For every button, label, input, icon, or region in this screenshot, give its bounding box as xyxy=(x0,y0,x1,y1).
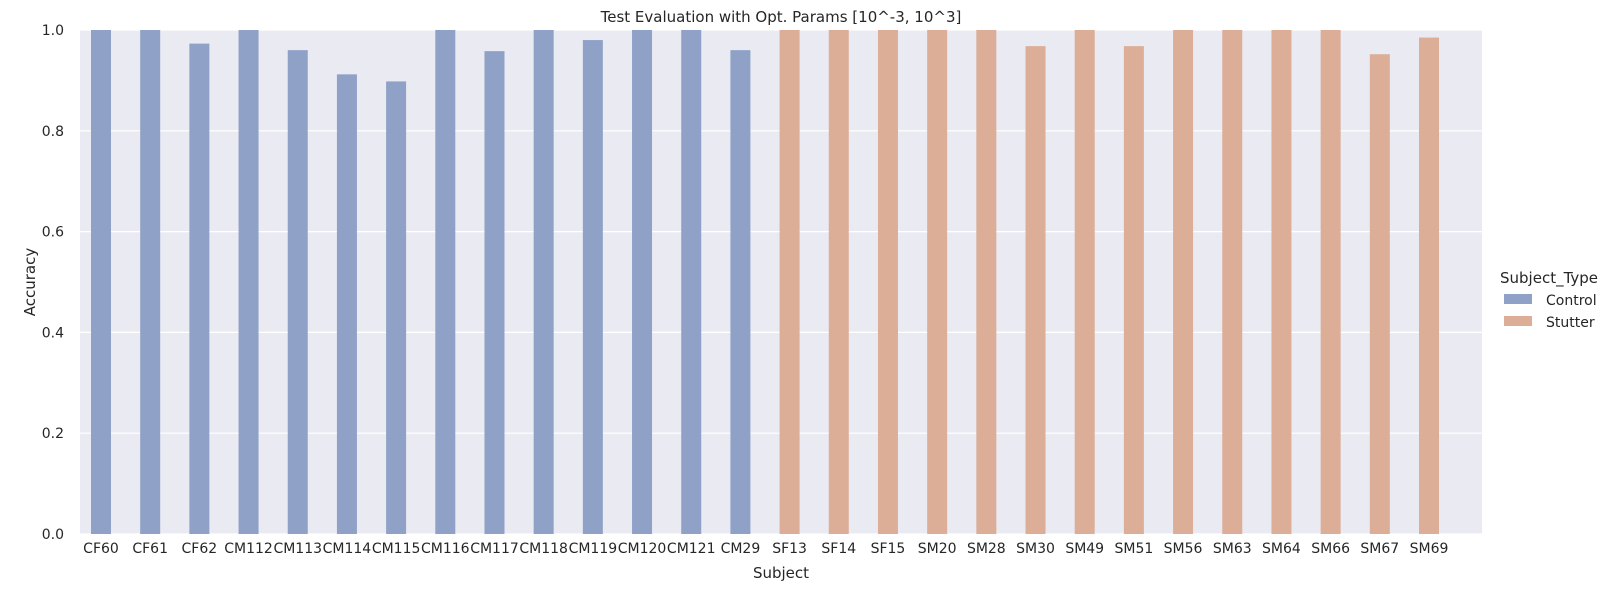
bar-control-cm114 xyxy=(336,74,357,535)
x-tick-label: CF62 xyxy=(182,541,218,557)
y-tick-label: 0.0 xyxy=(42,527,64,543)
x-tick-label: CM121 xyxy=(667,541,716,557)
bar-stutter-sm20 xyxy=(927,30,948,534)
y-tick-label: 1.0 xyxy=(42,23,64,39)
x-tick-label: SM49 xyxy=(1065,541,1104,557)
legend-label-control: Control xyxy=(1546,293,1597,309)
x-tick-label: SM56 xyxy=(1164,541,1203,557)
bar-stutter-sm69 xyxy=(1419,37,1439,535)
legend: Subject_Type Control Stutter xyxy=(1500,269,1598,331)
bar-stutter-sm28 xyxy=(976,30,997,534)
bar-stutter-sm63 xyxy=(1222,30,1243,534)
bar-stutter-sm51 xyxy=(1123,46,1144,535)
x-tick-label: CF61 xyxy=(132,541,168,557)
legend-title: Subject_Type xyxy=(1500,269,1598,288)
bar-control-cf60 xyxy=(91,30,111,534)
bars xyxy=(91,30,1439,535)
x-tick-label: CM118 xyxy=(519,541,568,557)
x-tick-label: CM115 xyxy=(372,541,421,557)
x-tick-label: SF13 xyxy=(772,541,807,557)
bar-stutter-sm49 xyxy=(1074,30,1095,534)
legend-label-stutter: Stutter xyxy=(1546,315,1595,331)
bar-control-cm115 xyxy=(386,81,407,535)
x-tick-label: CF60 xyxy=(83,541,119,557)
bar-stutter-sf14 xyxy=(828,30,849,534)
x-tick-label: SF15 xyxy=(871,541,906,557)
bar-control-cm113 xyxy=(287,50,308,534)
x-tick-label: CM112 xyxy=(224,541,273,557)
bar-stutter-sm66 xyxy=(1320,30,1341,534)
x-tick-label: SM64 xyxy=(1262,541,1301,557)
x-tick-label: CM117 xyxy=(470,541,519,557)
x-tick-label: CM113 xyxy=(273,541,322,557)
legend-swatch-control xyxy=(1504,294,1532,304)
bar-control-cm29 xyxy=(730,50,751,534)
y-tick-label: 0.2 xyxy=(42,426,64,442)
x-tick-label: SM30 xyxy=(1016,541,1055,557)
x-tick-label: SM63 xyxy=(1213,541,1252,557)
x-tick-label: SM20 xyxy=(918,541,957,557)
legend-swatch-stutter xyxy=(1504,316,1532,326)
bar-control-cm120 xyxy=(632,30,653,534)
bar-control-cm112 xyxy=(238,30,259,534)
y-axis: 0.0 0.2 0.4 0.6 0.8 1.0 xyxy=(42,23,64,543)
x-tick-label: CM116 xyxy=(421,541,470,557)
x-tick-label: SF14 xyxy=(821,541,856,557)
y-tick-label: 0.8 xyxy=(42,124,64,140)
x-axis-label: Subject xyxy=(753,564,809,582)
x-tick-label: CM29 xyxy=(721,541,761,557)
bar-stutter-sm56 xyxy=(1173,30,1194,534)
bar-stutter-sm30 xyxy=(1025,46,1046,535)
bar-control-cf62 xyxy=(189,43,210,534)
bar-stutter-sm67 xyxy=(1369,54,1390,534)
bar-control-cm116 xyxy=(435,30,456,534)
bar-stutter-sm64 xyxy=(1271,30,1292,534)
y-axis-label: Accuracy xyxy=(21,248,39,317)
bar-stutter-sf15 xyxy=(877,30,898,534)
y-tick-label: 0.6 xyxy=(42,225,64,241)
bar-control-cm119 xyxy=(582,40,603,535)
x-tick-label: CM119 xyxy=(569,541,618,557)
x-axis: CF60 CF61 CF62 CM112 CM113 CM114 CM115 CM116 CM1… xyxy=(83,541,1448,557)
bar-control-cm121 xyxy=(681,30,702,534)
x-tick-label: CM114 xyxy=(323,541,372,557)
bar-control-cf61 xyxy=(140,30,161,534)
x-tick-label: SM67 xyxy=(1360,541,1399,557)
y-tick-label: 0.4 xyxy=(42,325,64,341)
x-tick-label: CM120 xyxy=(618,541,667,557)
chart-title: Test Evaluation with Opt. Params [10^-3,… xyxy=(600,8,962,26)
x-tick-label: SM69 xyxy=(1410,541,1449,557)
x-tick-label: SM51 xyxy=(1114,541,1153,557)
bar-control-cm117 xyxy=(484,51,505,534)
bar-stutter-sf13 xyxy=(779,30,800,534)
bar-control-cm118 xyxy=(533,30,554,534)
x-tick-label: SM66 xyxy=(1311,541,1350,557)
x-tick-label: SM28 xyxy=(967,541,1006,557)
